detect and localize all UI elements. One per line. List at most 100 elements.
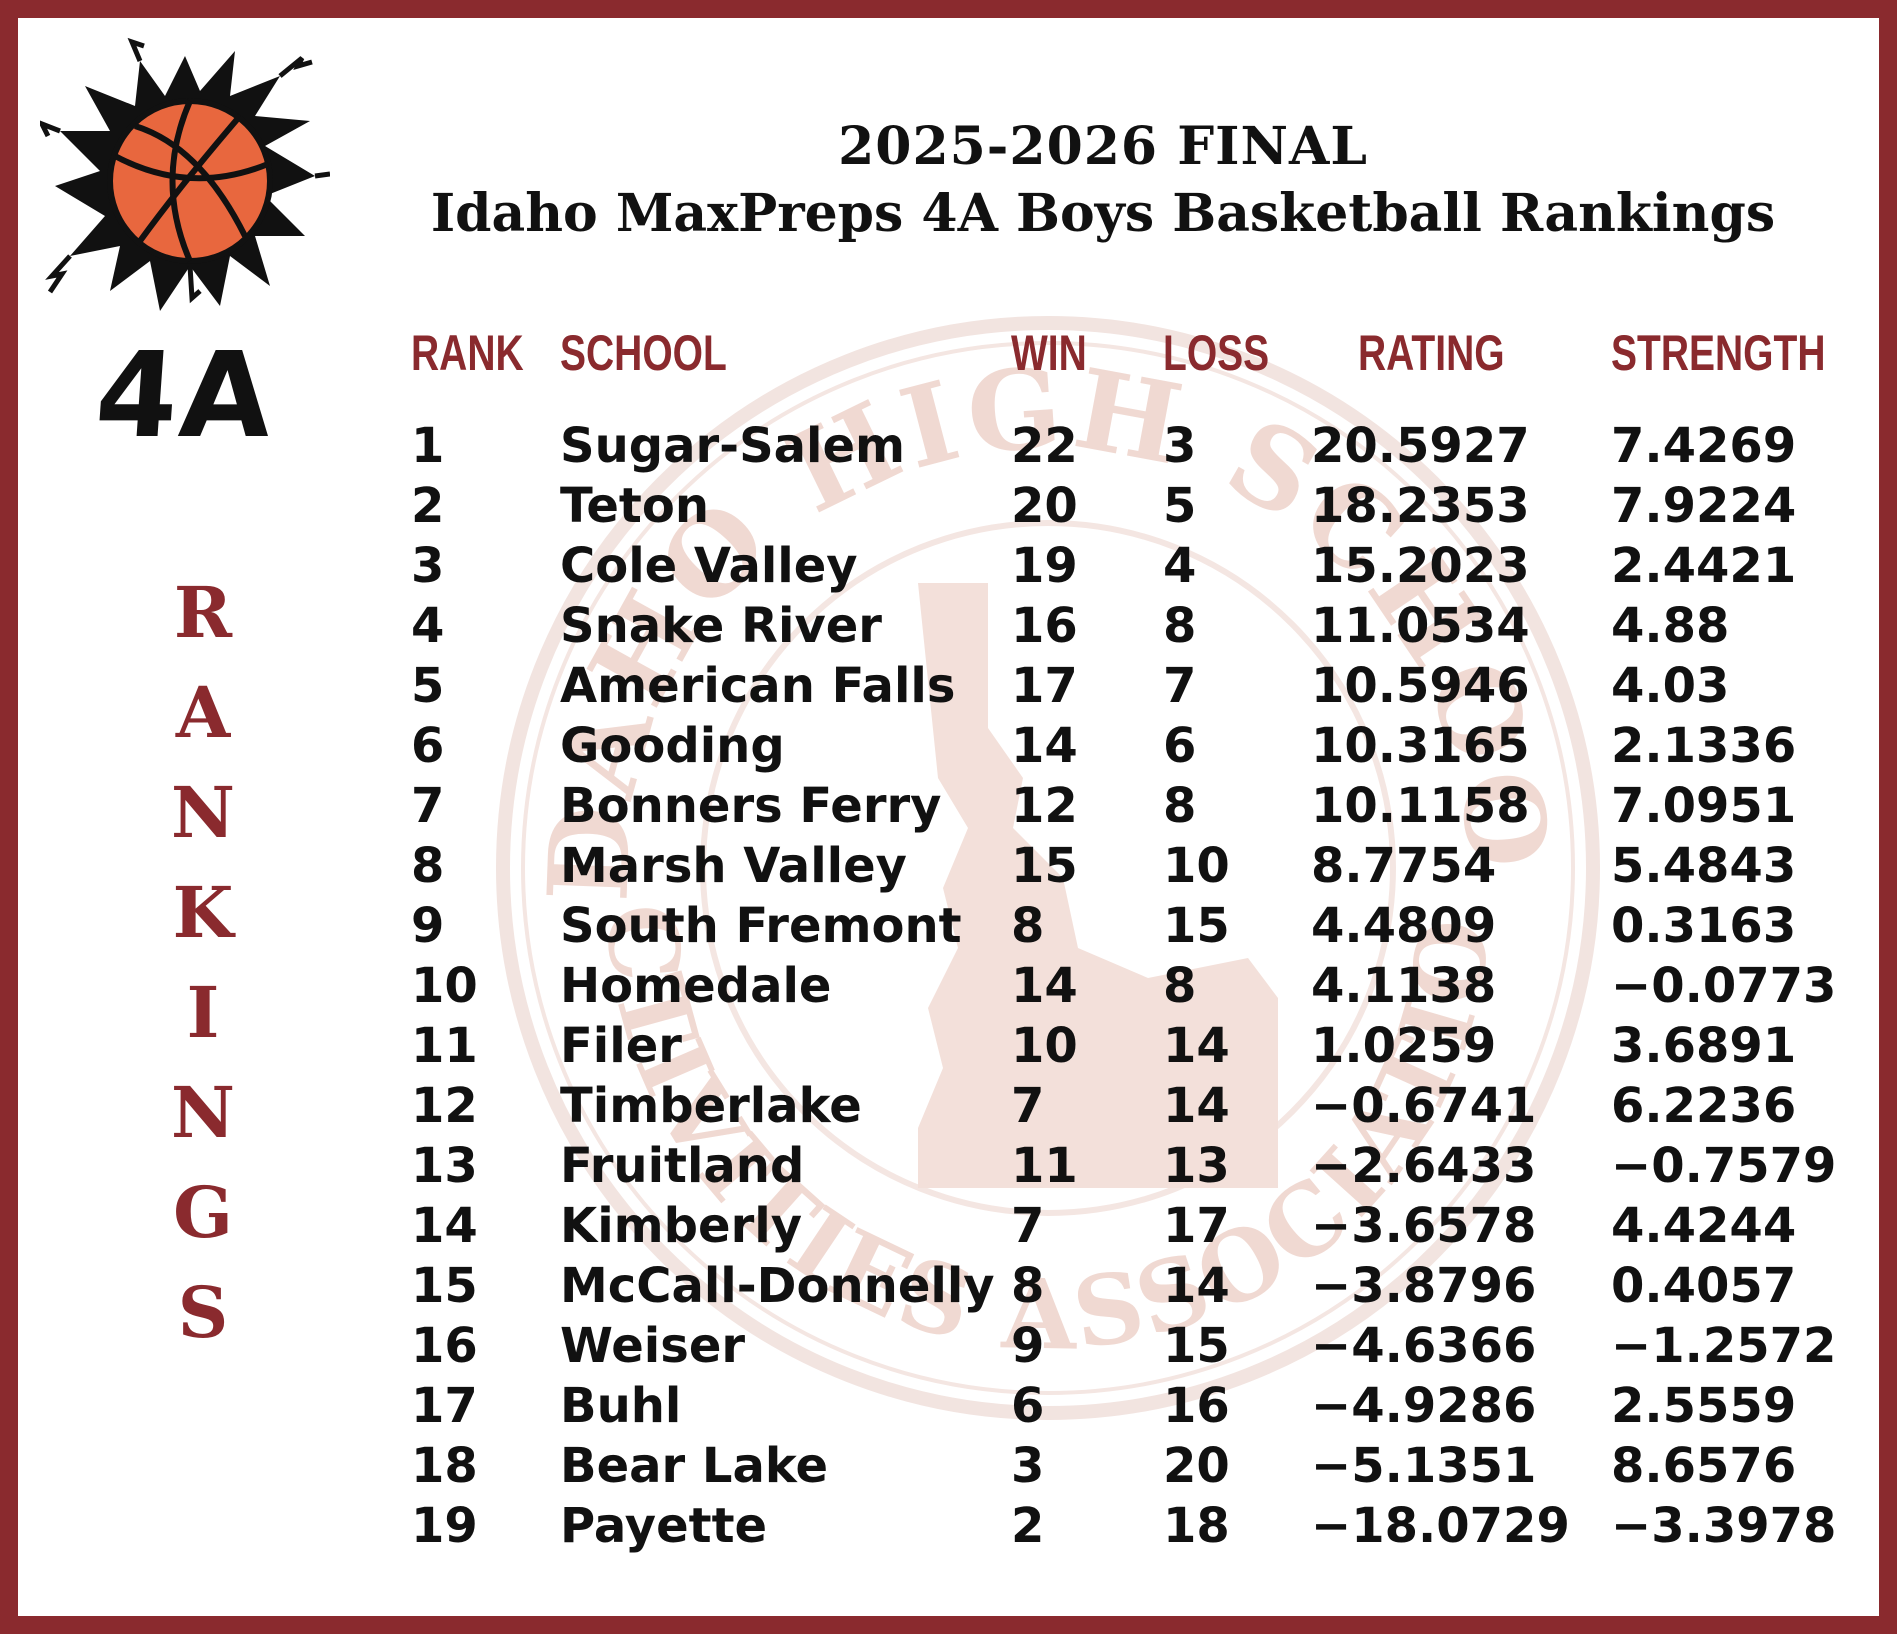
win-cell: 8	[1011, 1258, 1045, 1314]
rating-cell: 10.5946	[1311, 658, 1530, 714]
rating-cell: −18.0729	[1311, 1498, 1570, 1554]
win-cell: 14	[1011, 958, 1078, 1014]
loss-cell: 13	[1163, 1138, 1230, 1194]
rank-cell: 14	[411, 1198, 478, 1254]
school-cell: Fruitland	[560, 1138, 805, 1194]
rank-cell: 5	[411, 658, 445, 714]
loss-cell: 15	[1163, 898, 1230, 954]
strength-cell: 7.4269	[1611, 418, 1797, 474]
strength-cell: 4.03	[1611, 658, 1730, 714]
rank-cell: 9	[411, 898, 445, 954]
header-school: SCHOOL	[560, 325, 727, 381]
win-cell: 3	[1011, 1438, 1045, 1494]
rank-cell: 13	[411, 1138, 478, 1194]
win-cell: 15	[1011, 838, 1078, 894]
rank-cell: 16	[411, 1318, 478, 1374]
table-row: 3 Cole Valley 19 4 15.2023 2.4421	[18, 536, 1879, 596]
school-cell: Filer	[560, 1018, 682, 1074]
school-cell: Timberlake	[560, 1078, 862, 1134]
table-row: 9 South Fremont 8 15 4.4809 0.3163	[18, 896, 1879, 956]
rating-cell: −3.6578	[1311, 1198, 1537, 1254]
rating-cell: −2.6433	[1311, 1138, 1537, 1194]
rank-cell: 18	[411, 1438, 478, 1494]
loss-cell: 16	[1163, 1378, 1230, 1434]
school-cell: Weiser	[560, 1318, 746, 1374]
rating-cell: 11.0534	[1311, 598, 1530, 654]
rank-cell: 3	[411, 538, 445, 594]
win-cell: 7	[1011, 1078, 1045, 1134]
rank-cell: 4	[411, 598, 445, 654]
school-cell: Kimberly	[560, 1198, 802, 1254]
loss-cell: 8	[1163, 958, 1197, 1014]
loss-cell: 14	[1163, 1258, 1230, 1314]
loss-cell: 20	[1163, 1438, 1230, 1494]
rating-cell: 15.2023	[1311, 538, 1530, 594]
rating-cell: 10.1158	[1311, 778, 1530, 834]
table-row: 11 Filer 10 14 1.0259 3.6891	[18, 1016, 1879, 1076]
strength-cell: 2.5559	[1611, 1378, 1797, 1434]
rating-cell: 1.0259	[1311, 1018, 1497, 1074]
win-cell: 12	[1011, 778, 1078, 834]
school-cell: Sugar-Salem	[560, 418, 906, 474]
basketball-burst-icon	[40, 37, 330, 311]
rating-cell: −0.6741	[1311, 1078, 1537, 1134]
win-cell: 16	[1011, 598, 1078, 654]
strength-cell: 3.6891	[1611, 1018, 1797, 1074]
table-row: 1 Sugar-Salem 22 3 20.5927 7.4269	[18, 416, 1879, 476]
vertical-letter: A	[175, 671, 231, 754]
rating-cell: 4.4809	[1311, 898, 1497, 954]
loss-cell: 4	[1163, 538, 1197, 594]
win-cell: 7	[1011, 1198, 1045, 1254]
rating-cell: −5.1351	[1311, 1438, 1537, 1494]
strength-cell: −0.7579	[1611, 1138, 1837, 1194]
table-row: 12 Timberlake 7 14 −0.6741 6.2236	[18, 1076, 1879, 1136]
school-cell: Gooding	[560, 718, 785, 774]
vertical-letter: K	[172, 871, 234, 954]
strength-cell: 8.6576	[1611, 1438, 1797, 1494]
win-cell: 17	[1011, 658, 1078, 714]
rating-cell: 20.5927	[1311, 418, 1530, 474]
strength-cell: 7.9224	[1611, 478, 1797, 534]
page-title-line-1: 2025-2026 FINAL	[838, 116, 1368, 177]
table-row: 6 Gooding 14 6 10.3165 2.1336	[18, 716, 1879, 776]
rank-cell: 7	[411, 778, 445, 834]
rankings-table: 1 Sugar-Salem 22 3 20.5927 7.4269 2 Teton 20 5 18…	[18, 416, 1879, 1556]
strength-cell: 7.0951	[1611, 778, 1797, 834]
win-cell: 11	[1011, 1138, 1078, 1194]
strength-cell: −0.0773	[1611, 958, 1837, 1014]
strength-cell: 2.4421	[1611, 538, 1797, 594]
school-cell: Snake River	[560, 598, 882, 654]
vertical-letter: G	[173, 1171, 233, 1254]
rank-cell: 2	[411, 478, 445, 534]
vertical-letter: S	[177, 1271, 229, 1354]
school-cell: Cole Valley	[560, 538, 858, 594]
rank-cell: 1	[411, 418, 445, 474]
strength-cell: 5.4843	[1611, 838, 1797, 894]
page-title-line-2: Idaho MaxPreps 4A Boys Basketball Rankin…	[430, 183, 1776, 244]
rank-cell: 17	[411, 1378, 478, 1434]
win-cell: 10	[1011, 1018, 1078, 1074]
vertical-letter: R	[173, 571, 233, 654]
rank-cell: 15	[411, 1258, 478, 1314]
rating-cell: 8.7754	[1311, 838, 1497, 894]
win-cell: 20	[1011, 478, 1078, 534]
loss-cell: 8	[1163, 598, 1197, 654]
table-row: 8 Marsh Valley 15 10 8.7754 5.4843	[18, 836, 1879, 896]
table-row: 5 American Falls 17 7 10.5946 4.03	[18, 656, 1879, 716]
win-cell: 6	[1011, 1378, 1045, 1434]
school-cell: Teton	[560, 478, 710, 534]
rank-cell: 10	[411, 958, 478, 1014]
strength-cell: −1.2572	[1611, 1318, 1837, 1374]
table-row: 7 Bonners Ferry 12 8 10.1158 7.0951	[18, 776, 1879, 836]
loss-cell: 6	[1163, 718, 1197, 774]
rank-cell: 8	[411, 838, 445, 894]
table-row: 17 Buhl 6 16 −4.9286 2.5559	[18, 1376, 1879, 1436]
header-win: WIN	[1011, 325, 1087, 381]
loss-cell: 15	[1163, 1318, 1230, 1374]
win-cell: 8	[1011, 898, 1045, 954]
strength-cell: −3.3978	[1611, 1498, 1837, 1554]
table-row: 2 Teton 20 5 18.2353 7.9224	[18, 476, 1879, 536]
win-cell: 14	[1011, 718, 1078, 774]
loss-cell: 14	[1163, 1078, 1230, 1134]
